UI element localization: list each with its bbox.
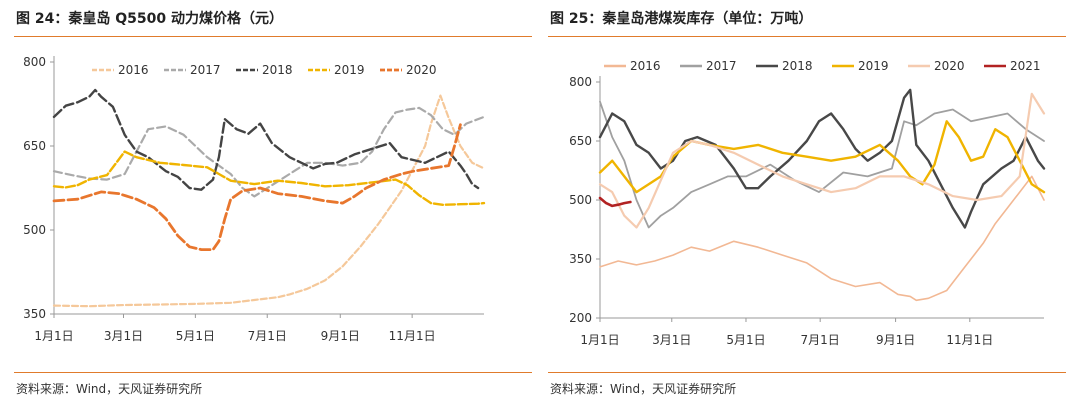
y-tick-label: 200 [569,311,592,325]
x-tick-label: 5月1日 [726,333,765,347]
legend-label-2019: 2019 [858,59,889,73]
price-line-chart: 350 500 650 800 1月1日 3月1日 5月1日 7月1日 9月1日 11月1日 201… [23,55,486,343]
chart-title: 图 24：秦皇岛 Q5500 动力煤价格（元） [16,11,283,27]
legend-label-2018: 2018 [262,63,293,77]
y-tick-label: 500 [23,223,46,237]
legend-label-2020: 2020 [934,59,965,73]
x-tick-label: 3月1日 [652,333,691,347]
legend-label-2018: 2018 [782,59,813,73]
series-line-2019 [598,120,1046,194]
footer-divider [14,372,532,373]
x-tick-label: 3月1日 [104,329,143,343]
legend-label-2017: 2017 [190,63,221,77]
y-tick-label: 500 [569,193,592,207]
chart-panel-inventory: 图 25：秦皇岛港煤炭库存（单位：万吨） 200 350 500 650 800 1月1日… [548,0,1068,406]
x-tick-label: 1月1日 [580,333,619,347]
source-note: 资料来源：Wind，天风证券研究所 [550,382,737,396]
series-line-2020 [52,123,462,252]
legend-label-2021: 2021 [1010,59,1041,73]
x-tick-label: 1月1日 [34,329,73,343]
chart-panel-price: 图 24：秦皇岛 Q5500 动力煤价格（元） 350 500 650 800 1月1日… [14,0,534,406]
y-tick-label: 350 [23,307,46,321]
series-line-2019 [52,150,486,207]
x-tick-label: 7月1日 [801,333,840,347]
y-tick-label: 800 [569,75,592,89]
series-line-2017 [599,100,1045,229]
legend-label-2017: 2017 [706,59,737,73]
inventory-line-chart: 200 350 500 650 800 1月1日 3月1日 5月1日 7月1日 9月1日 11月1日… [569,59,1046,347]
x-tick-label: 5月1日 [176,329,215,343]
legend-label-2016: 2016 [630,59,661,73]
source-note: 资料来源：Wind，天风证券研究所 [16,382,203,396]
series-line-2018 [52,88,480,191]
y-tick-label: 800 [23,55,46,69]
x-tick-label: 7月1日 [248,329,287,343]
x-tick-label: 9月1日 [876,333,915,347]
legend-label-2016: 2016 [118,63,149,77]
x-tick-label: 11月1日 [389,329,436,343]
series-line-2017 [52,106,486,198]
title-divider [548,36,1066,37]
footer-divider [548,372,1066,373]
series-line-2018 [598,88,1046,229]
y-tick-label: 650 [23,139,46,153]
y-tick-label: 650 [569,134,592,148]
series-line-2021 [598,196,632,208]
x-tick-label: 9月1日 [321,329,360,343]
x-tick-label: 11月1日 [946,333,993,347]
series-line-2016 [52,94,486,308]
y-tick-label: 350 [569,252,592,266]
legend-label-2020: 2020 [406,63,437,77]
chart-title: 图 25：秦皇岛港煤炭库存（单位：万吨） [550,11,813,27]
title-divider [14,36,532,37]
series-line-2020 [598,92,1046,229]
legend-label-2019: 2019 [334,63,365,77]
series-line-2016 [599,175,1045,302]
